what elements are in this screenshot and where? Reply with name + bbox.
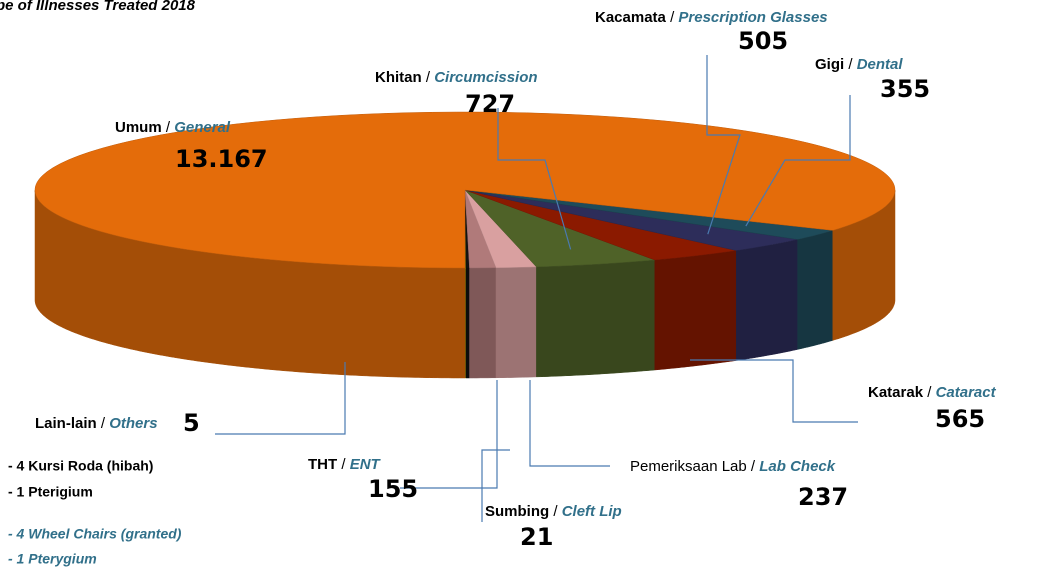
chart-title: pe of Illnesses Treated 2018 bbox=[0, 0, 196, 14]
separator: / bbox=[927, 384, 932, 401]
value-label: 505 bbox=[738, 27, 788, 55]
category-name: Gigi bbox=[815, 56, 844, 73]
category-name-en: Others bbox=[109, 415, 157, 432]
category-name-en: Cataract bbox=[936, 384, 997, 401]
category-name: Sumbing bbox=[485, 503, 549, 520]
slice-label: Gigi / Dental bbox=[815, 56, 903, 73]
tops bbox=[34, 111, 896, 269]
category-name-en: General bbox=[174, 119, 231, 136]
leader-line bbox=[497, 108, 572, 250]
value-label: 355 bbox=[880, 75, 930, 103]
category-name-en: Cleft Lip bbox=[562, 503, 622, 520]
leader-line bbox=[481, 449, 510, 522]
slice-side bbox=[654, 250, 737, 371]
category-name: Lain-lain bbox=[35, 415, 97, 432]
slice-side bbox=[736, 238, 798, 361]
value-label: 155 bbox=[368, 475, 418, 503]
slice-label: Katarak / Cataract bbox=[868, 384, 997, 401]
value-label: 237 bbox=[798, 483, 848, 511]
separator: / bbox=[670, 9, 675, 26]
separator: / bbox=[848, 56, 853, 73]
slice-label: Sumbing / Cleft Lip bbox=[485, 503, 622, 520]
value-label: 13.167 bbox=[175, 145, 268, 173]
category-name: Kacamata bbox=[595, 9, 667, 26]
category-name: Katarak bbox=[868, 384, 924, 401]
leader-line bbox=[745, 95, 851, 227]
category-name: THT bbox=[308, 456, 337, 473]
category-name-en: ENT bbox=[350, 456, 382, 473]
category-name-en: Circumcission bbox=[434, 69, 537, 86]
slice-side bbox=[469, 267, 497, 379]
slice-label: THT / ENT bbox=[308, 456, 382, 473]
category-name-en: Prescription Glasses bbox=[678, 9, 827, 26]
separator: / bbox=[426, 69, 431, 86]
separator: / bbox=[751, 458, 756, 475]
separator: / bbox=[166, 119, 171, 136]
separator: / bbox=[341, 456, 346, 473]
slice-label: Pemeriksaan Lab / Lab Check bbox=[630, 458, 836, 475]
note: - 1 Pterigium bbox=[8, 484, 93, 500]
value-label: 5 bbox=[183, 409, 200, 437]
leader-line bbox=[215, 362, 346, 435]
leader-line bbox=[529, 380, 610, 467]
note: - 4 Wheel Chairs (granted) bbox=[8, 526, 182, 542]
slice-label: Lain-lain / Others bbox=[35, 415, 158, 432]
value-label: 565 bbox=[935, 405, 985, 433]
separator: / bbox=[101, 415, 106, 432]
value-label: 21 bbox=[520, 523, 553, 551]
value-label: 727 bbox=[465, 90, 515, 118]
slice-side bbox=[465, 267, 470, 379]
slice-side bbox=[495, 266, 537, 379]
leader-line bbox=[690, 359, 858, 423]
slice-side bbox=[536, 259, 656, 378]
note: - 4 Kursi Roda (hibah) bbox=[8, 458, 153, 474]
sides bbox=[34, 190, 896, 379]
leader-line bbox=[706, 55, 741, 235]
category-name-en: Dental bbox=[857, 56, 904, 73]
slice bbox=[34, 111, 896, 269]
slice-side bbox=[797, 230, 834, 350]
note: - 1 Pterygium bbox=[8, 551, 97, 567]
separator: / bbox=[553, 503, 558, 520]
leader-line bbox=[400, 380, 498, 489]
category-name: Khitan bbox=[375, 69, 422, 86]
slice-label: Khitan / Circumcission bbox=[375, 69, 538, 86]
category-name: Pemeriksaan Lab bbox=[630, 458, 747, 475]
category-name: Umum bbox=[115, 119, 162, 136]
category-name-en: Lab Check bbox=[759, 458, 836, 475]
slice-label: Umum / General bbox=[115, 119, 231, 136]
slice-label: Kacamata / Prescription Glasses bbox=[595, 9, 828, 26]
